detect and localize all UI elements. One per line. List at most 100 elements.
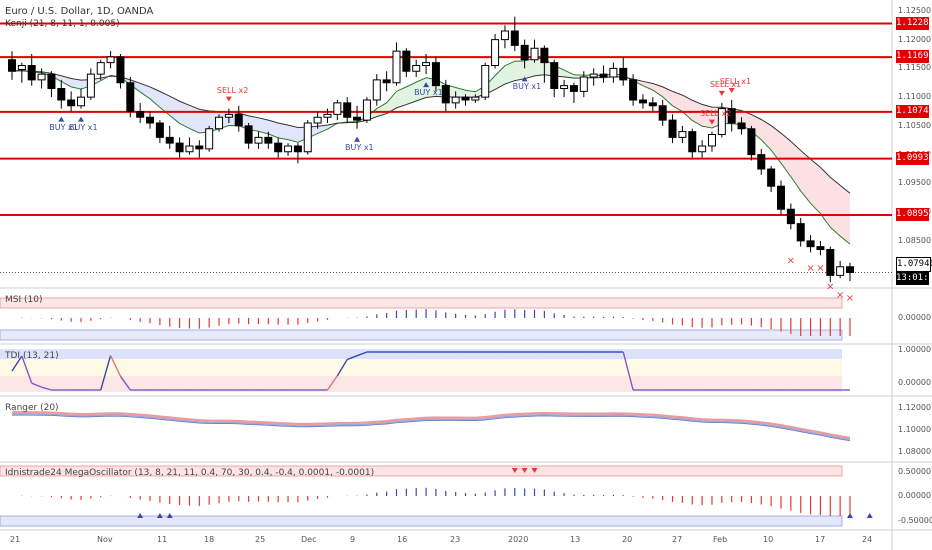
kenji-band-segment <box>61 75 72 87</box>
candle-body[interactable] <box>402 50 411 72</box>
time-axis-tick: 20 <box>622 535 633 544</box>
kenji-band-segment <box>179 101 190 129</box>
candle-body[interactable] <box>491 39 500 66</box>
candle-body[interactable] <box>303 122 312 153</box>
candle-body[interactable] <box>185 145 194 153</box>
candle-body[interactable] <box>234 113 243 127</box>
candle-body[interactable] <box>86 73 95 98</box>
candle-body[interactable] <box>441 85 450 104</box>
candle-body[interactable] <box>619 67 628 81</box>
candle-body[interactable] <box>461 96 470 101</box>
candle-body[interactable] <box>254 136 263 144</box>
candle-body[interactable] <box>707 134 716 147</box>
candle-body[interactable] <box>638 99 647 104</box>
candle-body[interactable] <box>757 154 766 170</box>
candle-body[interactable] <box>806 240 815 248</box>
candle-body[interactable] <box>382 79 391 84</box>
candle-body[interactable] <box>471 96 480 101</box>
candle-body[interactable] <box>215 116 224 130</box>
candle-body[interactable] <box>313 116 322 124</box>
candle-body[interactable] <box>481 65 490 98</box>
candle-body[interactable] <box>599 73 608 78</box>
candle-body[interactable] <box>609 67 618 78</box>
candle-body[interactable] <box>698 145 707 153</box>
time-axis-tick: 24 <box>862 535 873 544</box>
candle-body[interactable] <box>264 136 273 144</box>
candle-body[interactable] <box>8 59 16 72</box>
candle-body[interactable] <box>767 168 776 187</box>
candle-body[interactable] <box>816 246 825 250</box>
msi-pane-title[interactable]: MSI (10) <box>5 295 43 305</box>
candle-body[interactable] <box>589 73 598 78</box>
candle-body[interactable] <box>658 105 667 121</box>
candle-body[interactable] <box>451 96 460 104</box>
candle-body[interactable] <box>776 185 785 210</box>
megaoscillator-pane-title[interactable]: Idnistrade24 MegaOscillator (13, 8, 21, … <box>5 468 375 478</box>
candle-body[interactable] <box>786 208 795 225</box>
candle-body[interactable] <box>146 116 155 124</box>
candle-body[interactable] <box>836 266 845 276</box>
candle-body[interactable] <box>826 249 835 276</box>
candle-body[interactable] <box>126 82 135 112</box>
ranger-pane-title[interactable]: Ranger (20) <box>5 403 59 413</box>
candle-body[interactable] <box>550 62 559 89</box>
candle-body[interactable] <box>372 79 381 101</box>
candle-body[interactable] <box>96 62 105 75</box>
candle-body[interactable] <box>717 108 726 135</box>
candle-body[interactable] <box>343 102 352 118</box>
candle-body[interactable] <box>648 102 657 107</box>
candle-body[interactable] <box>323 113 332 118</box>
candle-body[interactable] <box>579 76 588 92</box>
candle-body[interactable] <box>392 50 401 84</box>
candle-body[interactable] <box>57 88 66 101</box>
kenji-band-segment <box>642 81 653 91</box>
candle-body[interactable] <box>431 62 440 87</box>
candle-body[interactable] <box>353 116 362 121</box>
candle-body[interactable] <box>175 142 184 153</box>
candle-body[interactable] <box>846 266 854 273</box>
candle-body[interactable] <box>668 119 677 138</box>
candle-body[interactable] <box>106 56 115 64</box>
candle-body[interactable] <box>747 128 756 156</box>
candle-body[interactable] <box>77 96 86 107</box>
candle-body[interactable] <box>422 62 431 66</box>
candle-body[interactable] <box>540 47 549 64</box>
candle-body[interactable] <box>116 56 125 84</box>
time-axis-tick: Feb <box>713 535 728 544</box>
candle-body[interactable] <box>205 128 214 150</box>
candle-body[interactable] <box>195 145 204 150</box>
candle-body[interactable] <box>688 131 697 153</box>
candle-body[interactable] <box>333 102 342 115</box>
candle-body[interactable] <box>224 113 233 118</box>
candle-body[interactable] <box>737 122 746 130</box>
candle-body[interactable] <box>362 99 371 121</box>
candle-body[interactable] <box>727 108 736 124</box>
candle-body[interactable] <box>629 79 638 101</box>
candle-body[interactable] <box>412 65 421 72</box>
candle-body[interactable] <box>244 125 253 144</box>
candle-body[interactable] <box>155 122 164 138</box>
candle-body[interactable] <box>37 73 46 81</box>
indicator-legend-kenji[interactable]: Kenji (21, 8, 11, 1, 0.005) <box>5 19 120 29</box>
candle-body[interactable] <box>274 142 283 153</box>
candle-body[interactable] <box>569 85 578 92</box>
candle-body[interactable] <box>510 30 519 46</box>
candle-body[interactable] <box>17 65 26 71</box>
candle-body[interactable] <box>530 47 539 61</box>
candle-body[interactable] <box>165 136 174 144</box>
candle-body[interactable] <box>47 73 56 89</box>
level-price-tag: 1.10744 <box>896 104 932 118</box>
candle-body[interactable] <box>293 145 302 153</box>
tdi-pane-title[interactable]: TDI (13, 21) <box>5 351 59 361</box>
candle-body[interactable] <box>136 111 145 118</box>
candle-body[interactable] <box>560 85 569 89</box>
candle-body[interactable] <box>678 131 687 138</box>
candle-body[interactable] <box>796 223 805 242</box>
candle-body[interactable] <box>520 44 529 61</box>
candle-body[interactable] <box>67 99 76 107</box>
candle-body[interactable] <box>284 145 293 153</box>
candle-body[interactable] <box>500 30 509 41</box>
buy-signal-label: BUY x1 <box>414 88 443 98</box>
candle-body[interactable] <box>27 65 36 81</box>
